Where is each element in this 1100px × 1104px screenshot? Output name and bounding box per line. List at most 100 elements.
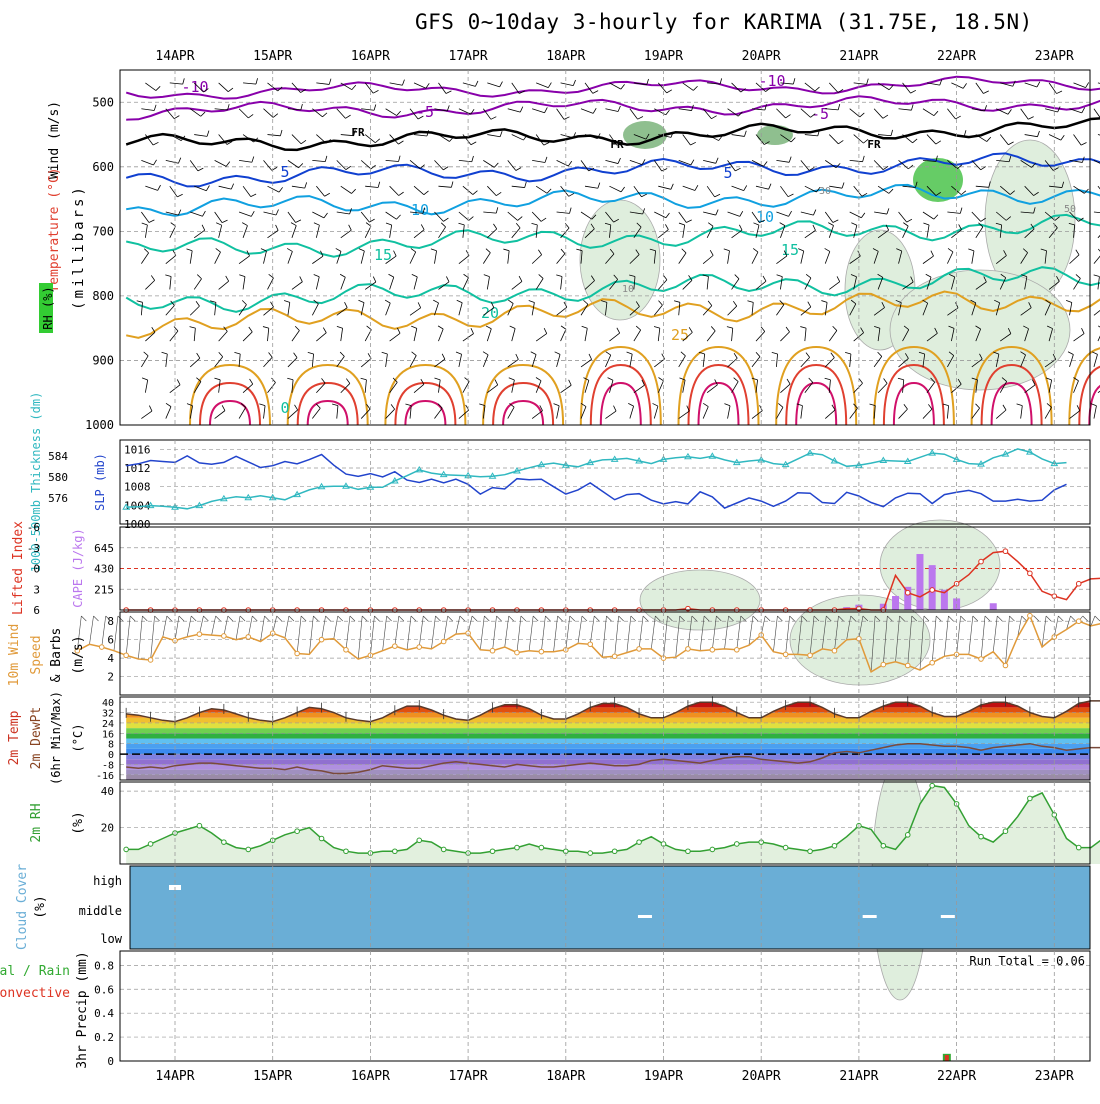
upper-wind-barb-flag [456, 352, 462, 354]
wind-speed-series-marker [539, 649, 544, 654]
upper-wind-barb [658, 280, 667, 290]
upper-wind-barb [312, 212, 324, 218]
upper-wind-barb [825, 212, 833, 223]
upper-wind-barb [508, 160, 516, 170]
upper-wind-barb-flag [772, 352, 778, 354]
date-label-bottom: 20APR [742, 1069, 781, 1084]
upper-wind-barb [1070, 255, 1080, 264]
upper-wind-barb-flag [486, 249, 490, 253]
upper-wind-barb-flag [174, 326, 178, 331]
upper-wind-barb [536, 186, 547, 193]
upper-wind-barb-flag [510, 326, 515, 329]
upper-wind-barb [976, 227, 983, 238]
wind-speed-series-marker [319, 637, 324, 642]
upper-wind-barb [292, 83, 301, 93]
upper-wind-barb-flag [144, 249, 148, 253]
upper-wind-barb-flag [149, 406, 152, 411]
upper-wind-barb [145, 280, 154, 289]
upper-wind-barb-flag [628, 403, 633, 406]
upper-wind-barb-flag [251, 211, 254, 216]
upper-wind-barb-flag [867, 79, 869, 85]
surface-wind-barb [517, 616, 521, 653]
ylabel-cloud-units: (%) [33, 895, 48, 918]
wind-speed-series-marker [1076, 619, 1081, 624]
upper-wind-barb [752, 357, 760, 367]
diurnal-isotherm-lobe [689, 365, 749, 425]
surface-wind-barb-flag [765, 616, 770, 621]
upper-wind-barb [829, 135, 838, 144]
pressure-tick: 900 [92, 353, 114, 367]
upper-wind-barb-flag [654, 326, 660, 328]
upper-wind-barb [630, 406, 634, 418]
surface-wind-barb-flag [936, 616, 941, 621]
upper-wind-barb-flag [346, 379, 350, 384]
upper-wind-barb [728, 306, 737, 315]
cloud-fill [130, 866, 1090, 949]
upper-wind-barb [850, 212, 862, 218]
upper-wind-barb [239, 256, 249, 264]
upper-wind-barb-flag [500, 131, 502, 137]
upper-wind-barb [141, 302, 142, 315]
upper-wind-barb [532, 302, 534, 315]
upper-wind-barb [996, 410, 1006, 419]
rh-contour-label: 10 [622, 284, 634, 295]
li-tick: -6 [27, 521, 40, 534]
surface-wind-barb-flag [448, 616, 453, 621]
upper-wind-barb [829, 331, 837, 342]
upper-wind-barb [243, 186, 251, 196]
surface-wind-barb-flag [81, 616, 86, 621]
ylabel-rh: RH (%) [41, 286, 55, 329]
upper-wind-barb-flag [582, 326, 588, 328]
wind-speed-series-marker [588, 642, 593, 647]
upper-wind-barb-flag [294, 405, 297, 410]
upper-wind-barb-flag [913, 139, 918, 143]
upper-wind-barb [341, 277, 346, 289]
surface-wind-barb-flag [142, 616, 147, 621]
upper-wind-barb-flag [787, 379, 790, 384]
temp-tick: -16 [96, 771, 114, 782]
upper-wind-barb [145, 380, 147, 393]
upper-wind-barb-flag [399, 192, 404, 195]
wind-speed-series-marker [490, 648, 495, 653]
isotherm-label-repeat: FR [867, 138, 881, 151]
surface-wind-barb-flag [1046, 616, 1051, 621]
surface-wind-barb-flag [1071, 616, 1076, 621]
upper-wind-barb-flag [273, 114, 278, 118]
upper-wind-barb [1094, 254, 1100, 264]
upper-wind-barb-flag [483, 352, 488, 355]
upper-wind-barb-flag [666, 110, 670, 115]
upper-wind-barb [854, 383, 863, 393]
upper-wind-barb [438, 186, 451, 187]
cloud-cell [863, 915, 877, 918]
wind-speed-series-marker [515, 650, 520, 655]
upper-wind-barb-flag [806, 274, 811, 278]
upper-wind-barb-flag [613, 406, 616, 411]
date-label-top: 23APR [1035, 49, 1074, 64]
surface-wind-barb [309, 616, 313, 654]
rh-series-marker [881, 843, 886, 848]
upper-wind-barb [414, 83, 426, 88]
ylabel-precip: 3hr Precip (mm) [75, 951, 90, 1068]
upper-wind-barb [585, 186, 598, 188]
upper-wind-barb [263, 357, 272, 367]
upper-wind-barb-flag [323, 328, 326, 333]
upper-wind-barb-flag [495, 380, 498, 385]
li-tick: 0 [33, 563, 40, 576]
upper-wind-barb [654, 406, 658, 418]
upper-wind-barb-flag [671, 184, 673, 189]
diurnal-isotherm-lobe [591, 365, 651, 425]
upper-wind-barb [243, 277, 245, 290]
upper-wind-barb [532, 255, 541, 264]
upper-wind-barb-flag [322, 113, 326, 117]
upper-wind-barb [141, 356, 148, 367]
upper-wind-barb-flag [911, 90, 916, 93]
upper-wind-barb [561, 135, 574, 138]
upper-wind-barb-flag [1094, 275, 1100, 277]
wind-speed-series-marker [441, 639, 446, 644]
upper-wind-barb-flag [186, 249, 192, 251]
upper-wind-barb [316, 186, 324, 196]
upper-wind-barb-flag [294, 353, 297, 358]
temp-tick: 0 [108, 750, 114, 761]
